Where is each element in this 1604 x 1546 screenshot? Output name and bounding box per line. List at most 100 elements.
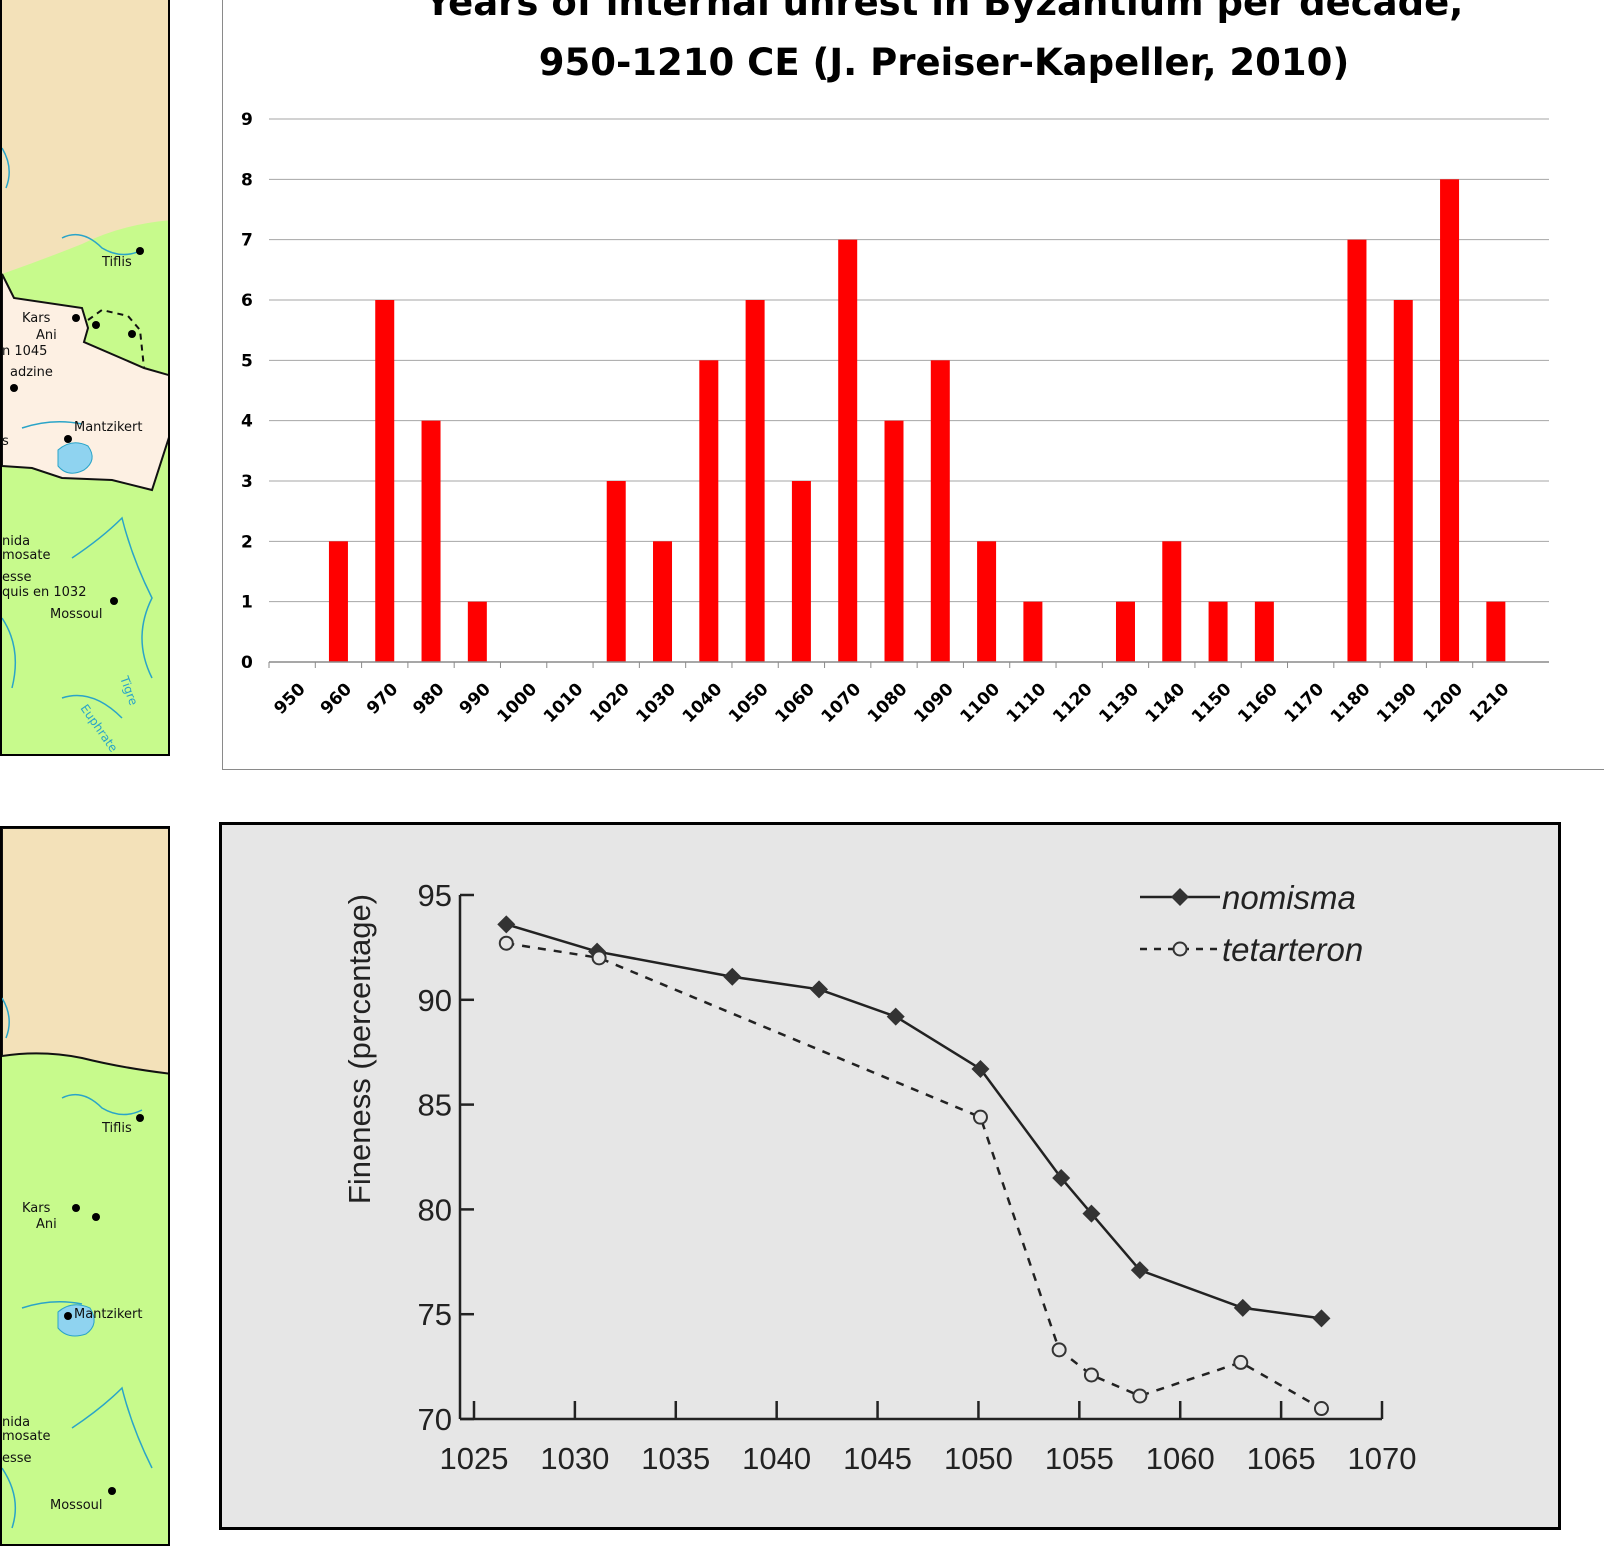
map-top-label-mosate: mosate (2, 548, 50, 563)
chart2-point-tetarteron (1051, 1342, 1067, 1358)
chart2-point-nomisma (1052, 1168, 1071, 1187)
chart2-axes (458, 895, 1382, 1421)
chart2-line-tetarteron (506, 941, 1323, 1410)
chart1-x-ticks: 950 960 970 980 9901000101010201030104010501… (268, 662, 1514, 727)
chart1-x-tick-label: 1150 (1188, 679, 1236, 727)
map-top-label-tiflis: Tiflis (101, 255, 132, 270)
map-bottom-label-mosate: mosate (2, 1429, 50, 1444)
chart2-x-tick-label: 1035 (641, 1441, 710, 1476)
map-bottom-city-dot (64, 1312, 72, 1320)
chart1-x-tick-label: 1060 (771, 679, 819, 727)
map-bottom-label-nida: nida (2, 1415, 30, 1430)
chart2-line-nomisma (505, 923, 1322, 1320)
chart1-bar-1020 (606, 481, 626, 662)
chart1-x-tick-label: 1170 (1281, 679, 1329, 727)
chart1-x-tick-label: 1130 (1095, 679, 1143, 727)
chart2-y-tick-label: 90 (418, 983, 452, 1018)
unrest-bar-chart-canvas: Years of internal unrest in Byzantium pe… (241, 0, 1549, 727)
chart2-point-nomisma (1312, 1309, 1331, 1328)
map-top-label-mantzikert: Mantzikert (74, 420, 142, 435)
chart1-x-tick-label: 1210 (1466, 679, 1514, 727)
chart2-x-tick-label: 1060 (1146, 1441, 1215, 1476)
chart1-bar-970 (375, 300, 395, 662)
map-top-label-ani: Ani (36, 328, 57, 343)
chart1-x-tick-label: 1000 (494, 679, 542, 727)
chart2-legend: nomisma tetarteron (1140, 879, 1363, 968)
chart1-title-line2: 950-1210 CE (J. Preiser-Kapeller, 2010) (539, 41, 1350, 84)
chart1-bar-1030 (653, 541, 673, 662)
chart1-x-tick-label: 1140 (1142, 679, 1190, 727)
map-top-city-dot (136, 247, 144, 255)
chart1-title-line1: Years of internal unrest in Byzantium pe… (424, 0, 1464, 24)
map-bottom-city-dot (136, 1114, 144, 1122)
legend-nomisma-marker (1171, 888, 1189, 906)
map-bottom-label-mossoul: Mossoul (50, 1498, 103, 1513)
chart1-bar-960 (328, 541, 348, 662)
map-top-city-dot (128, 330, 136, 338)
map-top-city-dot (64, 435, 72, 443)
chart2-point-tetarteron (1313, 1401, 1329, 1417)
map-bottom-city-dot (92, 1213, 100, 1221)
chart1-x-tick-label: 1180 (1327, 679, 1375, 727)
map-top-dashed-border (87, 308, 145, 369)
map-top-label-partial: adzine (10, 365, 53, 380)
chart1-x-tick-label: 1030 (632, 679, 680, 727)
chart1-x-tick-label: 1160 (1234, 679, 1282, 727)
chart1-y-tick-label: 3 (241, 472, 253, 492)
chart2-point-nomisma (971, 1059, 990, 1078)
chart2-x-tick-label: 1030 (540, 1441, 609, 1476)
map-top-canvas: Tiflis Kars Ani n 1045 adzine s Mantzike… (2, 0, 168, 754)
chart2-x-tick-label: 1045 (843, 1441, 912, 1476)
chart2-point-tetarteron (591, 950, 607, 966)
map-top-lake (57, 442, 93, 474)
chart2-x-tick-label: 1065 (1247, 1441, 1316, 1476)
map-top-label-s: s (2, 434, 9, 449)
map-bottom-label-mantzikert: Mantzikert (74, 1307, 142, 1322)
chart1-x-tick-label: 1110 (1003, 679, 1051, 727)
chart2-point-nomisma (886, 1007, 905, 1026)
chart1-bar-1040 (699, 360, 719, 662)
map-top-city-dot (110, 597, 118, 605)
chart1-bar-1140 (1162, 541, 1182, 662)
chart2-y-axis-label: Fineness (percentage) (342, 894, 377, 1204)
chart2-point-nomisma (723, 967, 742, 986)
map-top-label-esse: esse (2, 570, 32, 585)
legend-nomisma-label: nomisma (1222, 879, 1356, 916)
chart2-x-tick-label: 1025 (440, 1441, 509, 1476)
chart1-y-tick-label: 6 (241, 291, 253, 311)
map-top-rivers (2, 147, 153, 719)
map-top-label-kars: Kars (22, 311, 51, 326)
map-top-city-dot (10, 384, 18, 392)
chart1-y-tick-label: 9 (241, 110, 253, 130)
map-top-northern-region (2, 0, 168, 274)
chart1-x-tick-label: 1190 (1373, 679, 1421, 727)
chart1-bar-1160 (1254, 601, 1274, 662)
chart2-x-tick-label: 1070 (1348, 1441, 1417, 1476)
chart2-y-tick-label: 75 (418, 1297, 452, 1332)
map-bottom-label-tiflis: Tiflis (101, 1121, 132, 1136)
chart2-point-nomisma (810, 980, 829, 999)
chart1-x-tick-label: 1100 (957, 679, 1005, 727)
chart1-bar-1130 (1115, 601, 1135, 662)
chart2-point-tetarteron (972, 1109, 988, 1125)
chart2-series (497, 915, 1331, 1417)
chart1-bar-990 (467, 601, 487, 662)
chart1-x-tick-label: 980 (409, 679, 448, 718)
chart1-y-ticks: 0 1 2 3 4 5 6 7 8 9 (241, 110, 253, 673)
legend-tetarteron-label: tetarteron (1222, 931, 1363, 968)
map-bottom-canvas: Tiflis Kars Ani Mantzikert nida mosate e… (2, 828, 168, 1544)
map-bottom-city-dot (108, 1487, 116, 1495)
chart1-bar-1070 (838, 239, 858, 662)
chart1-x-tick-label: 990 (456, 679, 495, 718)
map-top-city-dot (92, 321, 100, 329)
chart1-bar-1190 (1393, 300, 1413, 662)
chart1-bar-1050 (745, 300, 765, 662)
chart1-x-tick-label: 1200 (1419, 679, 1467, 727)
chart1-y-tick-label: 7 (241, 231, 253, 251)
chart1-x-tick-label: 1050 (725, 679, 773, 727)
fineness-line-chart-canvas: 70 75 80 85 90 95 1025 1030 1035 1040 1045 1050 105… (342, 878, 1417, 1476)
fineness-line-chart: 70 75 80 85 90 95 1025 1030 1035 1040 1045 1050 105… (219, 822, 1561, 1530)
chart1-x-tick-label: 960 (317, 679, 356, 718)
map-top-city-dot (72, 314, 80, 322)
chart2-x-tick-label: 1050 (944, 1441, 1013, 1476)
